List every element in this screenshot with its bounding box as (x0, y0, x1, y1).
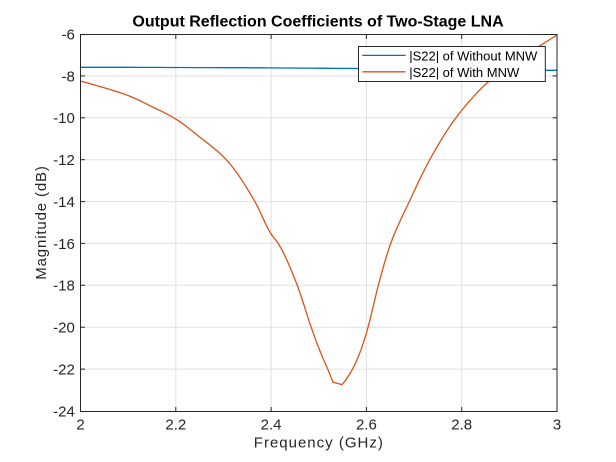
svg-text:Frequency (GHz): Frequency (GHz) (254, 434, 384, 451)
svg-text:2.6: 2.6 (356, 417, 377, 434)
svg-text:-6: -6 (61, 26, 74, 43)
svg-text:3: 3 (553, 417, 561, 434)
svg-text:-16: -16 (53, 236, 75, 253)
svg-text:-24: -24 (53, 403, 75, 420)
svg-text:2: 2 (76, 417, 84, 434)
svg-text:-22: -22 (53, 362, 75, 379)
svg-text:-8: -8 (61, 68, 74, 85)
svg-text:|S22| of With MNW: |S22| of With MNW (409, 65, 520, 80)
svg-text:|S22| of Without MNW: |S22| of Without MNW (409, 49, 538, 64)
svg-text:-12: -12 (53, 152, 75, 169)
svg-text:2.2: 2.2 (165, 417, 186, 434)
svg-text:-14: -14 (53, 194, 75, 211)
svg-text:-10: -10 (53, 110, 75, 127)
svg-text:2.4: 2.4 (261, 417, 282, 434)
svg-text:Output Reflection Coefficients: Output Reflection Coefficients of Two-St… (132, 13, 504, 30)
svg-text:2.8: 2.8 (451, 417, 472, 434)
svg-text:-20: -20 (53, 320, 75, 337)
svg-text:Magnitude (dB): Magnitude (dB) (33, 165, 50, 279)
svg-text:-18: -18 (53, 278, 75, 295)
